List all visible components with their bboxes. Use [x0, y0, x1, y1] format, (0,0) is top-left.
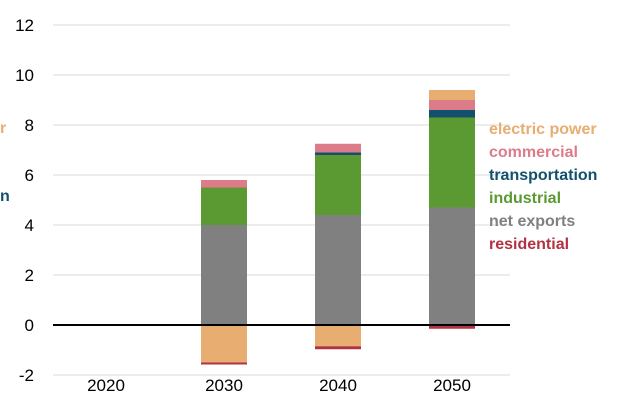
bar-commercial-2030 — [201, 180, 247, 188]
bar-residential-2030 — [201, 362, 247, 365]
x-tick-label-2020: 2020 — [87, 376, 125, 395]
bar-residential-2050 — [429, 325, 475, 329]
bar-commercial-2050 — [429, 100, 475, 110]
bar-net-exports-2040 — [315, 215, 361, 325]
clipped-left-label-2: n — [0, 188, 10, 205]
axes: -2 0 2 4 6 8 10 12 2020 2030 2040 2050 — [15, 16, 510, 395]
clipped-left-label-1: r — [0, 120, 6, 137]
y-tick-label-4: 6 — [25, 166, 34, 185]
y-tick-label-3: 4 — [25, 216, 34, 235]
bar-industrial-2040 — [315, 155, 361, 215]
legend: electric power commercial transportation in… — [489, 121, 597, 253]
legend-electric-power: electric power — [489, 121, 597, 138]
x-tick-label-2040: 2040 — [319, 376, 357, 395]
bar-electric-power-2050 — [429, 90, 475, 100]
y-tick-label-2: 2 — [25, 266, 34, 285]
legend-transportation: transportation — [489, 167, 597, 184]
bar-transportation-2050 — [429, 110, 475, 118]
x-tick-label-2050: 2050 — [433, 376, 471, 395]
legend-net-exports: net exports — [489, 213, 575, 230]
bar-net-exports-2030 — [201, 225, 247, 325]
bar-industrial-2030 — [201, 187, 247, 225]
bar-industrial-2050 — [429, 117, 475, 208]
grid — [53, 24, 510, 376]
legend-commercial: commercial — [489, 144, 578, 161]
x-tick-label-2030: 2030 — [205, 376, 243, 395]
bar-electric-power-2030 — [201, 325, 247, 363]
y-tick-label-6: 10 — [15, 66, 34, 85]
y-tick-label-0: -2 — [19, 366, 34, 385]
bar-electric-power-2040 — [315, 325, 361, 347]
bar-residential-2040 — [315, 346, 361, 350]
y-tick-label-1: 0 — [25, 316, 34, 335]
legend-industrial: industrial — [489, 190, 561, 207]
bar-net-exports-2050 — [429, 207, 475, 325]
bar-commercial-2040 — [315, 143, 361, 153]
clipped-labels: r n — [0, 120, 10, 205]
bars — [201, 90, 475, 365]
y-tick-label-5: 8 — [25, 116, 34, 135]
legend-residential: residential — [489, 236, 569, 253]
bar-transportation-2040 — [315, 152, 361, 155]
y-tick-label-7: 12 — [15, 16, 34, 35]
